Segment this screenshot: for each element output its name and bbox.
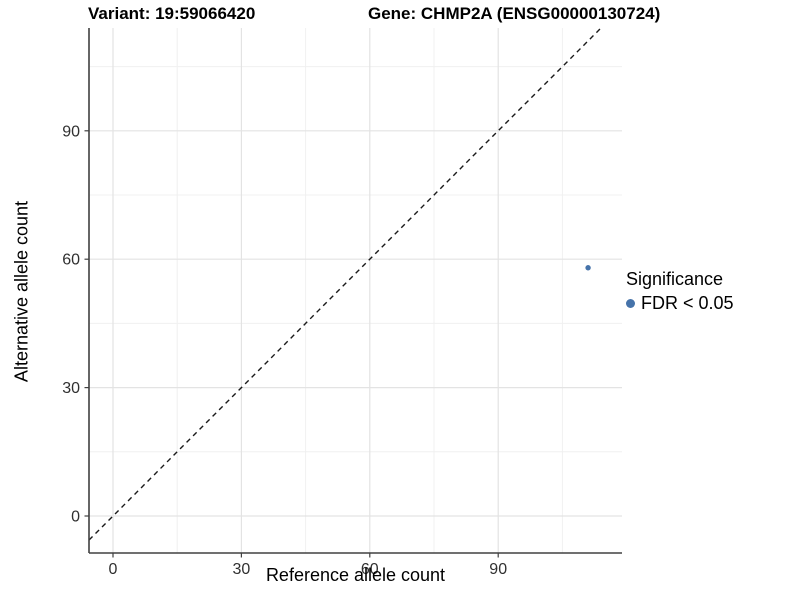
gene-title: Gene: CHMP2A (ENSG00000130724) [368,4,661,23]
legend-item: FDR < 0.05 [626,293,734,314]
x-tick-label: 60 [361,561,379,578]
legend: Significance FDR < 0.05 [626,269,734,314]
y-tick-label: 60 [62,252,80,269]
legend-title: Significance [626,269,724,289]
legend-item-label: FDR < 0.05 [641,293,734,313]
x-axis-title: Reference allele count [265,565,446,585]
y-tick-label: 0 [71,509,80,526]
data-point [585,265,591,271]
x-tick-label: 0 [109,561,118,578]
y-tick-label: 30 [62,380,80,397]
y-tick-label: 90 [62,123,80,140]
variant-title: Variant: 19:59066420 [88,4,256,23]
x-tick-label: 90 [489,561,507,578]
identity-dashed-line [88,27,602,541]
y-axis-title: Alternative allele count [11,200,32,383]
x-tick-label: 30 [233,561,251,578]
legend-key-dot-icon [626,299,635,308]
